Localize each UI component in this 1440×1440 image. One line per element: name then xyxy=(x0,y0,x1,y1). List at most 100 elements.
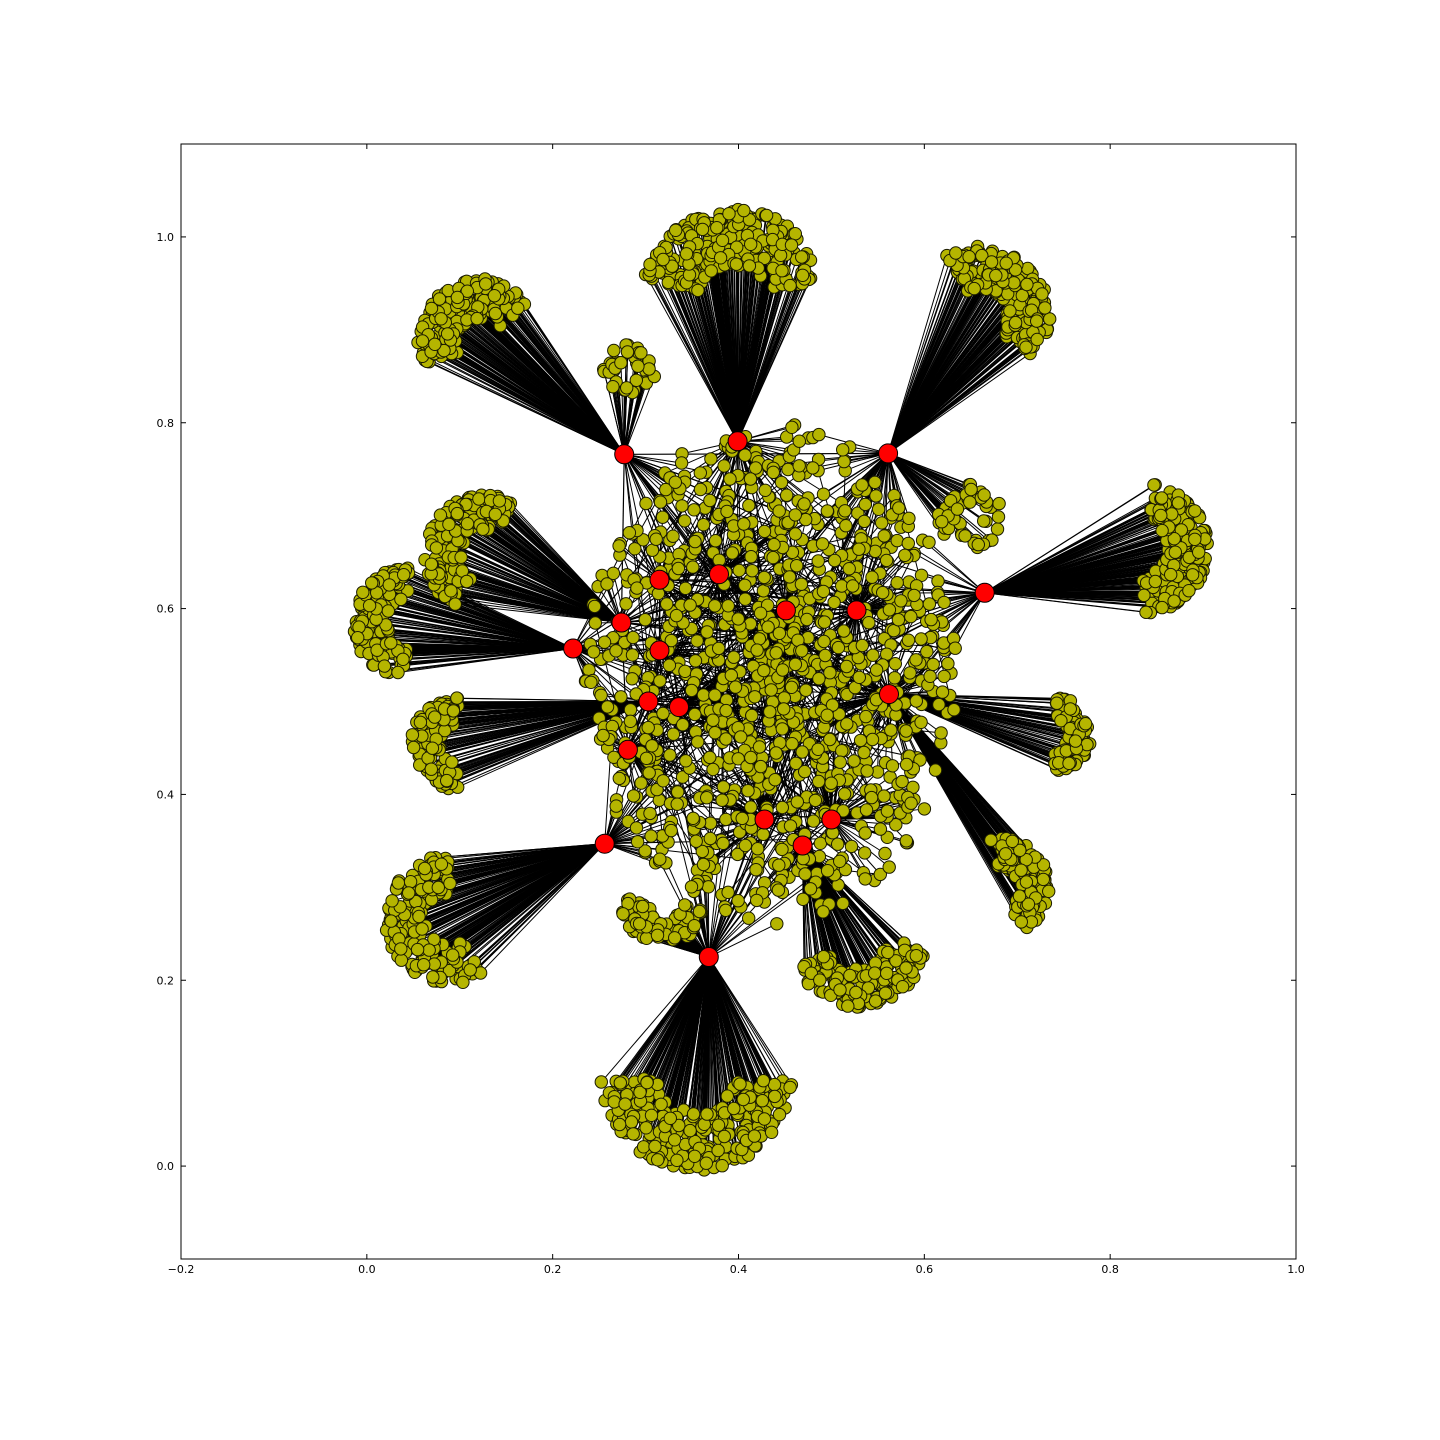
edge xyxy=(450,339,625,455)
edge xyxy=(385,624,574,650)
edge xyxy=(887,252,957,454)
leaf-node xyxy=(394,592,408,606)
edge xyxy=(623,387,628,455)
edge xyxy=(390,642,574,650)
leaf-node xyxy=(450,290,465,305)
leaf-node xyxy=(713,251,728,265)
edge xyxy=(737,285,791,442)
leaf-node xyxy=(989,268,1003,283)
edge xyxy=(887,353,1031,454)
leaf-node xyxy=(1008,315,1023,330)
edge xyxy=(612,386,625,455)
edge xyxy=(397,648,574,652)
leaf-node xyxy=(783,278,797,293)
leaf-node xyxy=(1167,594,1181,608)
leaf-node xyxy=(656,252,670,267)
leaf-node xyxy=(382,578,396,592)
plot-area xyxy=(347,202,1214,1177)
edge xyxy=(389,584,574,650)
leaf-node xyxy=(949,246,963,260)
edge xyxy=(984,592,1163,609)
leaf-node xyxy=(424,557,439,571)
leaf-node xyxy=(448,597,462,611)
leaf-node xyxy=(620,381,634,395)
edge xyxy=(887,260,951,454)
leaf-node xyxy=(381,604,395,618)
edge xyxy=(422,355,625,455)
leaf-node xyxy=(1155,600,1169,615)
edge xyxy=(737,268,759,442)
leaf-node xyxy=(614,356,628,370)
edge xyxy=(737,246,757,442)
leaf-node xyxy=(729,257,744,271)
leaf-node xyxy=(1188,532,1202,546)
leaf-node xyxy=(722,207,736,221)
edge xyxy=(373,614,574,650)
edge xyxy=(984,529,1182,594)
edge xyxy=(887,255,948,454)
edge xyxy=(984,556,1190,594)
edge xyxy=(440,318,625,455)
leaf-node xyxy=(737,203,751,218)
leaf-node xyxy=(1038,301,1052,315)
leaf-node xyxy=(365,576,379,590)
leaf-node xyxy=(487,289,502,303)
edge xyxy=(984,530,1163,594)
edge xyxy=(887,256,970,454)
edge xyxy=(686,282,739,442)
edge xyxy=(887,346,1027,454)
edge xyxy=(984,592,1147,613)
edge xyxy=(423,352,625,455)
edge xyxy=(887,269,1016,454)
leaf-node xyxy=(472,492,486,506)
leaf-node xyxy=(679,247,694,261)
edge xyxy=(887,344,1025,454)
edge xyxy=(453,333,625,455)
leaf-node xyxy=(967,281,981,296)
leaf-node xyxy=(397,568,411,582)
leaf-node xyxy=(795,268,810,282)
leaf-node xyxy=(444,584,458,598)
edge xyxy=(447,333,625,455)
edge xyxy=(737,279,810,442)
leaf-node xyxy=(1030,332,1044,347)
edge xyxy=(984,484,1155,594)
leaf-node xyxy=(1043,312,1057,326)
leaf-node xyxy=(984,255,999,269)
leaf-node xyxy=(1171,496,1186,510)
edge xyxy=(887,282,1015,454)
edge xyxy=(984,518,1175,594)
leaf-node xyxy=(1168,545,1183,559)
edge xyxy=(620,362,625,455)
edge xyxy=(430,351,625,455)
leaf-node xyxy=(1154,508,1168,523)
leaf-node xyxy=(460,574,474,589)
edge xyxy=(499,500,622,623)
leaf-node xyxy=(962,250,976,264)
leaf-node xyxy=(784,238,799,252)
leaf-node xyxy=(634,346,648,360)
edge xyxy=(984,514,1161,594)
leaf-node xyxy=(391,665,405,680)
leaf-node xyxy=(1188,504,1202,518)
leaf-node xyxy=(1192,545,1206,559)
leaf-node xyxy=(424,301,439,316)
leaf-node xyxy=(773,248,788,263)
leaf-node xyxy=(429,541,444,555)
leaf-node xyxy=(415,334,430,348)
leaf-node xyxy=(788,227,802,241)
leaf-node xyxy=(351,631,365,645)
edge xyxy=(499,508,622,623)
leaf-node xyxy=(488,507,502,521)
leaf-node xyxy=(492,494,507,508)
leaf-node xyxy=(488,306,503,321)
leaf-node xyxy=(377,659,392,673)
edge xyxy=(887,256,964,454)
edge xyxy=(445,308,625,455)
edge xyxy=(466,319,625,455)
leaf-node xyxy=(1019,340,1033,354)
leaf-node xyxy=(742,259,757,273)
leaf-node xyxy=(476,522,490,536)
leaf-node xyxy=(710,221,724,235)
leaf-node xyxy=(661,275,675,290)
